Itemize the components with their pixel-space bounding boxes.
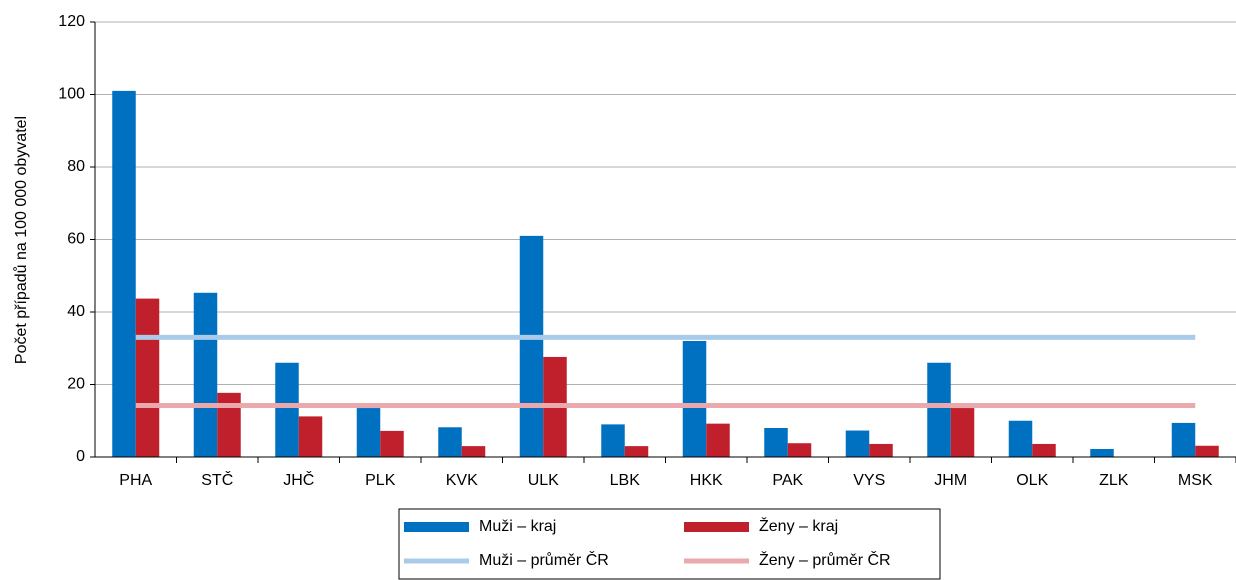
bar (519, 235, 544, 457)
legend-label: Ženy – kraj (759, 516, 838, 535)
y-tick-label: 60 (67, 231, 85, 248)
bar (950, 408, 975, 457)
bar (682, 341, 707, 457)
bar (356, 408, 381, 457)
bar (927, 362, 951, 457)
y-tick-label: 80 (67, 158, 85, 175)
x-tick-label: HKK (690, 472, 723, 489)
bar (298, 416, 323, 457)
x-tick-label: OLK (1016, 472, 1048, 489)
bar (217, 392, 241, 457)
bar (438, 427, 462, 457)
legend-label: Muži – průměr ČR (479, 550, 609, 569)
x-tick-label: KVK (446, 472, 478, 489)
bar (112, 90, 136, 457)
x-tick-label: PLK (365, 472, 396, 489)
bar (1171, 422, 1196, 457)
x-tick-label: MSK (1178, 472, 1213, 489)
bar (624, 446, 649, 457)
bar (601, 424, 625, 457)
bar (1032, 443, 1056, 457)
y-tick-label: 120 (58, 13, 85, 30)
legend-box (398, 508, 941, 580)
x-tick-label: LBK (610, 472, 641, 489)
bar (764, 428, 788, 457)
bar (869, 443, 893, 457)
x-tick-label: VYS (853, 472, 885, 489)
bar (1008, 420, 1033, 457)
bar (845, 430, 870, 457)
bar (787, 443, 812, 457)
y-tick-label: 100 (58, 86, 85, 103)
x-tick-label: STČ (201, 470, 233, 489)
legend-swatch (684, 522, 749, 532)
legend-swatch (404, 522, 469, 532)
bar (380, 430, 404, 457)
legend-label: Ženy – průměr ČR (759, 550, 891, 569)
y-tick-label: 0 (76, 448, 85, 465)
bar (1090, 449, 1114, 457)
x-tick-label: ULK (528, 472, 559, 489)
y-tick-label: 40 (67, 303, 85, 320)
bar (706, 423, 730, 457)
legend-label: Muži – kraj (479, 518, 556, 535)
x-tick-label: JHM (934, 472, 967, 489)
bar (275, 362, 299, 457)
x-tick-label: JHČ (283, 470, 314, 489)
bar (135, 298, 160, 457)
bar (1195, 445, 1219, 457)
bar (461, 446, 486, 457)
x-tick-label: PHA (119, 472, 152, 489)
x-tick-label: PAK (772, 472, 803, 489)
y-axis-label: Počet případů na 100 000 obyvatel (12, 116, 30, 364)
x-tick-label: ZLK (1099, 472, 1129, 489)
y-tick-label: 20 (67, 376, 85, 393)
bar (193, 292, 218, 457)
